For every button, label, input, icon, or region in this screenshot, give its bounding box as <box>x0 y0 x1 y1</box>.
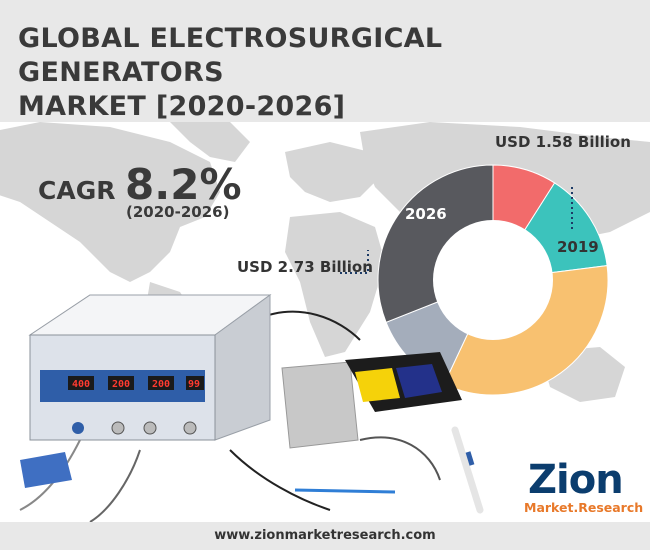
annotation-usd-2019: USD 1.58 Billion <box>495 133 631 151</box>
annotation-year-2019: 2019 <box>557 238 599 256</box>
display-2 <box>108 376 134 390</box>
display-readout-4: 99 <box>188 379 200 390</box>
display-1 <box>68 376 94 390</box>
cagr-label: CAGR <box>38 176 116 205</box>
port-icon <box>143 421 157 435</box>
cagr-period: (2020-2026) <box>126 203 230 221</box>
cable-holder-icon <box>20 452 72 488</box>
cagr-value: 8.2% <box>125 160 242 209</box>
display-3 <box>148 376 174 390</box>
page-title: GLOBAL ELECTROSURGICAL GENERATORS MARKET… <box>18 22 638 124</box>
pencil-button-icon <box>465 451 475 466</box>
return-pad-icon <box>281 361 359 449</box>
header-band: GLOBAL ELECTROSURGICAL GENERATORS MARKET… <box>0 0 650 122</box>
pencil-handpiece-icon <box>451 426 484 514</box>
logo-wordmark: Zion <box>528 457 624 503</box>
port-icon <box>183 421 197 435</box>
zion-logo: Zion Market.Research <box>522 457 644 520</box>
cable-icon <box>359 436 441 481</box>
annotation-usd-2026: USD 2.73 Billion <box>237 258 373 276</box>
footer-band: www.zionmarketresearch.com <box>0 522 650 550</box>
cable-icon <box>19 439 81 511</box>
electrosurgical-equipment-illustration: 400 200 200 99 <box>19 294 484 522</box>
annotation-year-2026: 2026 <box>405 205 447 223</box>
display-readout-2: 200 <box>112 379 130 390</box>
donut-hole <box>433 220 553 340</box>
display-readout-1: 400 <box>72 379 90 390</box>
cable-icon <box>89 449 141 522</box>
port-icon <box>72 422 84 434</box>
foot-pedal-blue-icon <box>396 364 442 398</box>
cable-icon <box>229 449 331 511</box>
display-readout-3: 200 <box>152 379 170 390</box>
display-4 <box>186 376 204 390</box>
foot-pedal-yellow-icon <box>355 368 400 402</box>
title-line-2: MARKET [2020-2026] <box>18 91 346 122</box>
logo-subtitle: Market.Research <box>524 500 644 515</box>
cable-icon <box>254 310 361 341</box>
forceps-icon <box>294 488 396 494</box>
title-line-1: GLOBAL ELECTROSURGICAL GENERATORS <box>18 23 443 88</box>
cagr-callout: CAGR 8.2% <box>38 160 242 209</box>
port-icon <box>111 421 125 435</box>
footer-url[interactable]: www.zionmarketresearch.com <box>214 528 436 543</box>
